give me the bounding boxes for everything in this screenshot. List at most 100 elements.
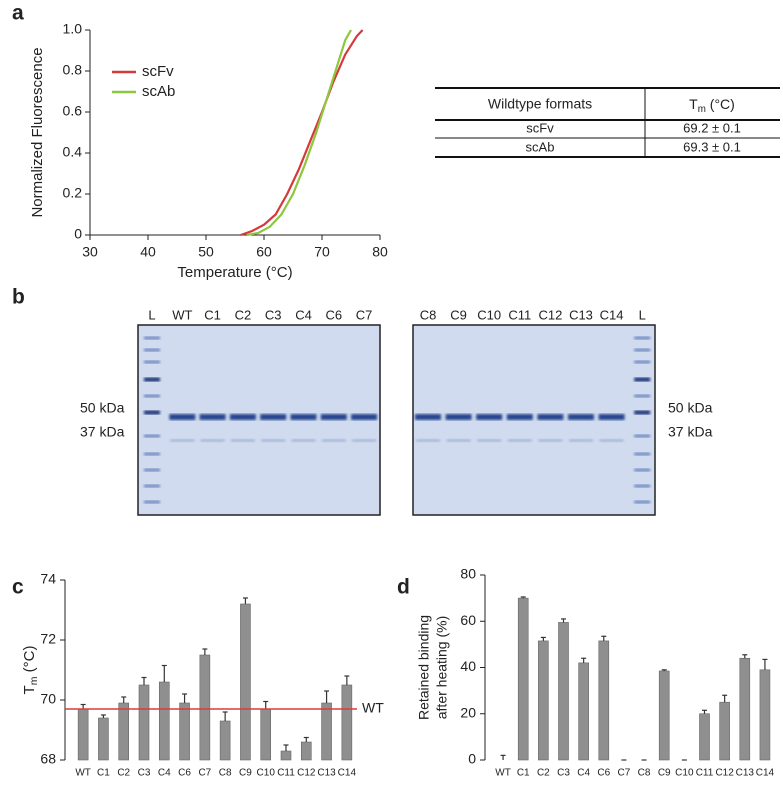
x-tick-label: 50	[198, 244, 214, 260]
bar	[280, 750, 292, 761]
bar	[77, 708, 89, 761]
y-tick-label: 72	[40, 631, 56, 647]
y-tick-label: 0.6	[63, 103, 83, 119]
ladder-band	[144, 500, 160, 504]
marker-label: 50 kDa	[668, 400, 713, 416]
protein-band	[598, 414, 625, 420]
faint-band	[599, 439, 624, 442]
faint-band	[200, 439, 225, 442]
label-rest: (°C)	[706, 96, 735, 112]
y-axis-title: Tm (°C)	[21, 646, 40, 695]
y-tick-label: 0	[74, 226, 82, 242]
protein-band	[320, 414, 347, 420]
marker-label: 50 kDa	[80, 400, 125, 416]
x-tick-label: C1	[517, 768, 530, 779]
ladder-band	[144, 484, 160, 488]
panel-label: b	[12, 286, 25, 309]
bar	[719, 701, 730, 761]
ladder-band	[634, 452, 651, 456]
x-tick-label: C9	[239, 768, 252, 779]
lane-label: C1	[204, 307, 221, 322]
ladder-band	[634, 336, 651, 340]
table-cell: 69.2 ± 0.1	[683, 120, 741, 135]
x-tick-label: C6	[178, 768, 191, 779]
y-tick-label: 70	[40, 691, 56, 707]
x-tick-label: C12	[297, 768, 316, 779]
table-header: Tm (°C)	[689, 96, 735, 115]
lane-label: C14	[600, 307, 624, 322]
table-cell: scFv	[526, 120, 554, 135]
lane-label: C7	[356, 307, 373, 322]
bar	[759, 669, 771, 761]
table-header: Wildtype formats	[488, 96, 592, 112]
faint-band	[261, 439, 286, 442]
protein-band	[260, 414, 287, 420]
y-tick-label: 0.2	[63, 185, 83, 201]
lane-label: WT	[172, 307, 192, 322]
x-tick-label: C6	[597, 768, 610, 779]
y-tick-label: 1.0	[63, 21, 83, 37]
x-tick-label: C13	[736, 768, 755, 779]
table-cell: 69.3 ± 0.1	[683, 139, 741, 154]
x-tick-label: WT	[495, 768, 511, 779]
protein-band	[351, 414, 378, 420]
bar	[517, 597, 529, 761]
x-tick-label: C3	[138, 768, 151, 779]
bar	[538, 640, 549, 761]
bar	[179, 702, 190, 761]
bar	[158, 681, 170, 761]
legend-label: scFv	[142, 63, 174, 80]
x-tick-label: C10	[675, 768, 694, 779]
lane-label: C3	[265, 307, 282, 322]
ladder-band	[634, 500, 651, 504]
label-sub: m	[28, 676, 40, 685]
bar	[240, 603, 251, 761]
panel-label: a	[12, 2, 24, 25]
marker-label: 37 kDa	[80, 424, 125, 440]
protein-band	[169, 414, 196, 420]
faint-band	[291, 439, 316, 442]
ladder-band	[144, 348, 160, 352]
y-tick-label: 74	[40, 571, 56, 587]
ladder-band	[634, 484, 651, 488]
lane-label: C4	[295, 307, 312, 322]
legend-label: scAb	[142, 83, 175, 100]
protein-band	[199, 414, 226, 420]
ladder-band	[144, 377, 160, 382]
lane-label: C11	[508, 307, 531, 322]
bar	[219, 720, 231, 761]
x-tick-label: 40	[140, 244, 156, 260]
ladder-band	[144, 394, 160, 398]
lane-label: C13	[569, 307, 593, 322]
x-tick-label: C2	[537, 768, 550, 779]
bar	[260, 708, 272, 761]
bar	[558, 622, 569, 761]
y-axis-title: Retained binding	[416, 615, 432, 720]
bar	[118, 702, 130, 761]
ladder-band	[144, 410, 160, 415]
ladder-band	[144, 452, 160, 456]
lane-label: C6	[325, 307, 342, 322]
x-tick-label: C12	[715, 768, 734, 779]
reference-label: WT	[362, 700, 384, 716]
ladder-band	[634, 434, 651, 438]
bar	[699, 713, 710, 761]
ladder-band	[144, 336, 160, 340]
y-tick-label: 40	[460, 658, 476, 674]
lane-label: C2	[235, 307, 252, 322]
x-tick-label: C8	[219, 768, 232, 779]
bar	[300, 741, 312, 761]
ladder-band	[144, 468, 160, 472]
bar	[598, 640, 610, 761]
protein-band	[476, 414, 503, 420]
x-tick-label: C9	[658, 768, 671, 779]
x-tick-label: 80	[372, 244, 388, 260]
y-tick-label: 0.4	[63, 144, 83, 160]
lane-label: C8	[420, 307, 437, 322]
protein-band	[568, 414, 594, 420]
y-axis-title: after heating (%)	[434, 616, 450, 720]
table-cell: scAb	[526, 139, 555, 154]
label-main: T	[21, 685, 38, 694]
ladder-band	[634, 468, 651, 472]
